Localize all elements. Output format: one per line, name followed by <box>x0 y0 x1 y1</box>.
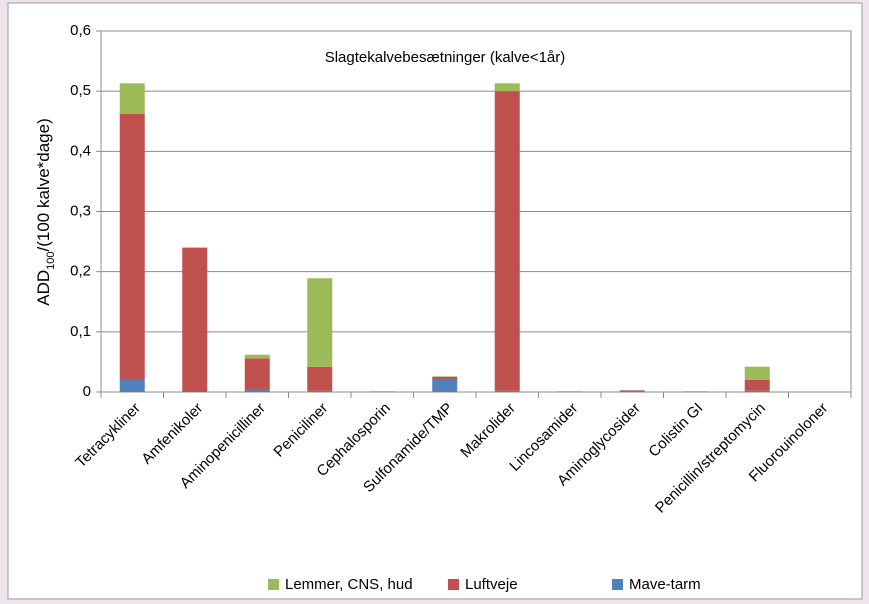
y-tick-label: 0,4 <box>70 142 91 159</box>
bar-segment <box>494 83 520 92</box>
bar-segment <box>119 114 145 380</box>
bar-segment <box>307 366 333 391</box>
bar-segment <box>119 379 145 392</box>
y-tick-label: 0,5 <box>70 82 91 99</box>
y-tick-label: 0 <box>83 383 91 400</box>
legend-swatch <box>268 579 279 590</box>
bar-segment <box>432 379 458 392</box>
chart-title: Slagtekalvebesætninger (kalve<1år) <box>325 49 566 66</box>
bar-segment <box>432 376 458 377</box>
y-label-rest: /(100 kalve*dage) <box>34 118 53 251</box>
bar-segment <box>619 390 645 391</box>
bar-segment <box>244 388 270 392</box>
bar-segment <box>119 83 145 115</box>
bar-segment <box>744 390 770 392</box>
bar-segment <box>244 358 270 389</box>
legend-swatch <box>612 579 623 590</box>
y-label-sub: 100 <box>45 252 57 270</box>
legend-label: Lemmer, CNS, hud <box>285 576 413 593</box>
bar-segment <box>744 366 770 380</box>
legend-label: Mave-tarm <box>629 576 701 593</box>
y-axis-label: ADD100/(100 kalve*dage) <box>34 118 56 306</box>
y-tick-label: 0,2 <box>70 263 91 280</box>
legend-label: Luftveje <box>465 576 518 593</box>
bar-segment <box>494 91 520 391</box>
chart-frame <box>7 2 863 600</box>
bar-segment <box>744 379 770 391</box>
bar-segment <box>557 391 583 392</box>
bar-segment <box>619 390 645 392</box>
bar-segment <box>432 376 458 380</box>
bar-segment <box>494 390 520 392</box>
y-tick-label: 0,6 <box>70 22 91 39</box>
y-tick-label: 0,3 <box>70 202 91 219</box>
bar-segment <box>307 278 333 367</box>
legend-swatch <box>448 579 459 590</box>
bar-segment <box>244 354 270 359</box>
bar-segment <box>307 390 333 392</box>
y-label-main: ADD <box>34 270 53 306</box>
bar-segment <box>182 247 208 392</box>
bar-segment <box>369 391 395 392</box>
y-tick-label: 0,1 <box>70 323 91 340</box>
bar-segment <box>682 391 708 392</box>
